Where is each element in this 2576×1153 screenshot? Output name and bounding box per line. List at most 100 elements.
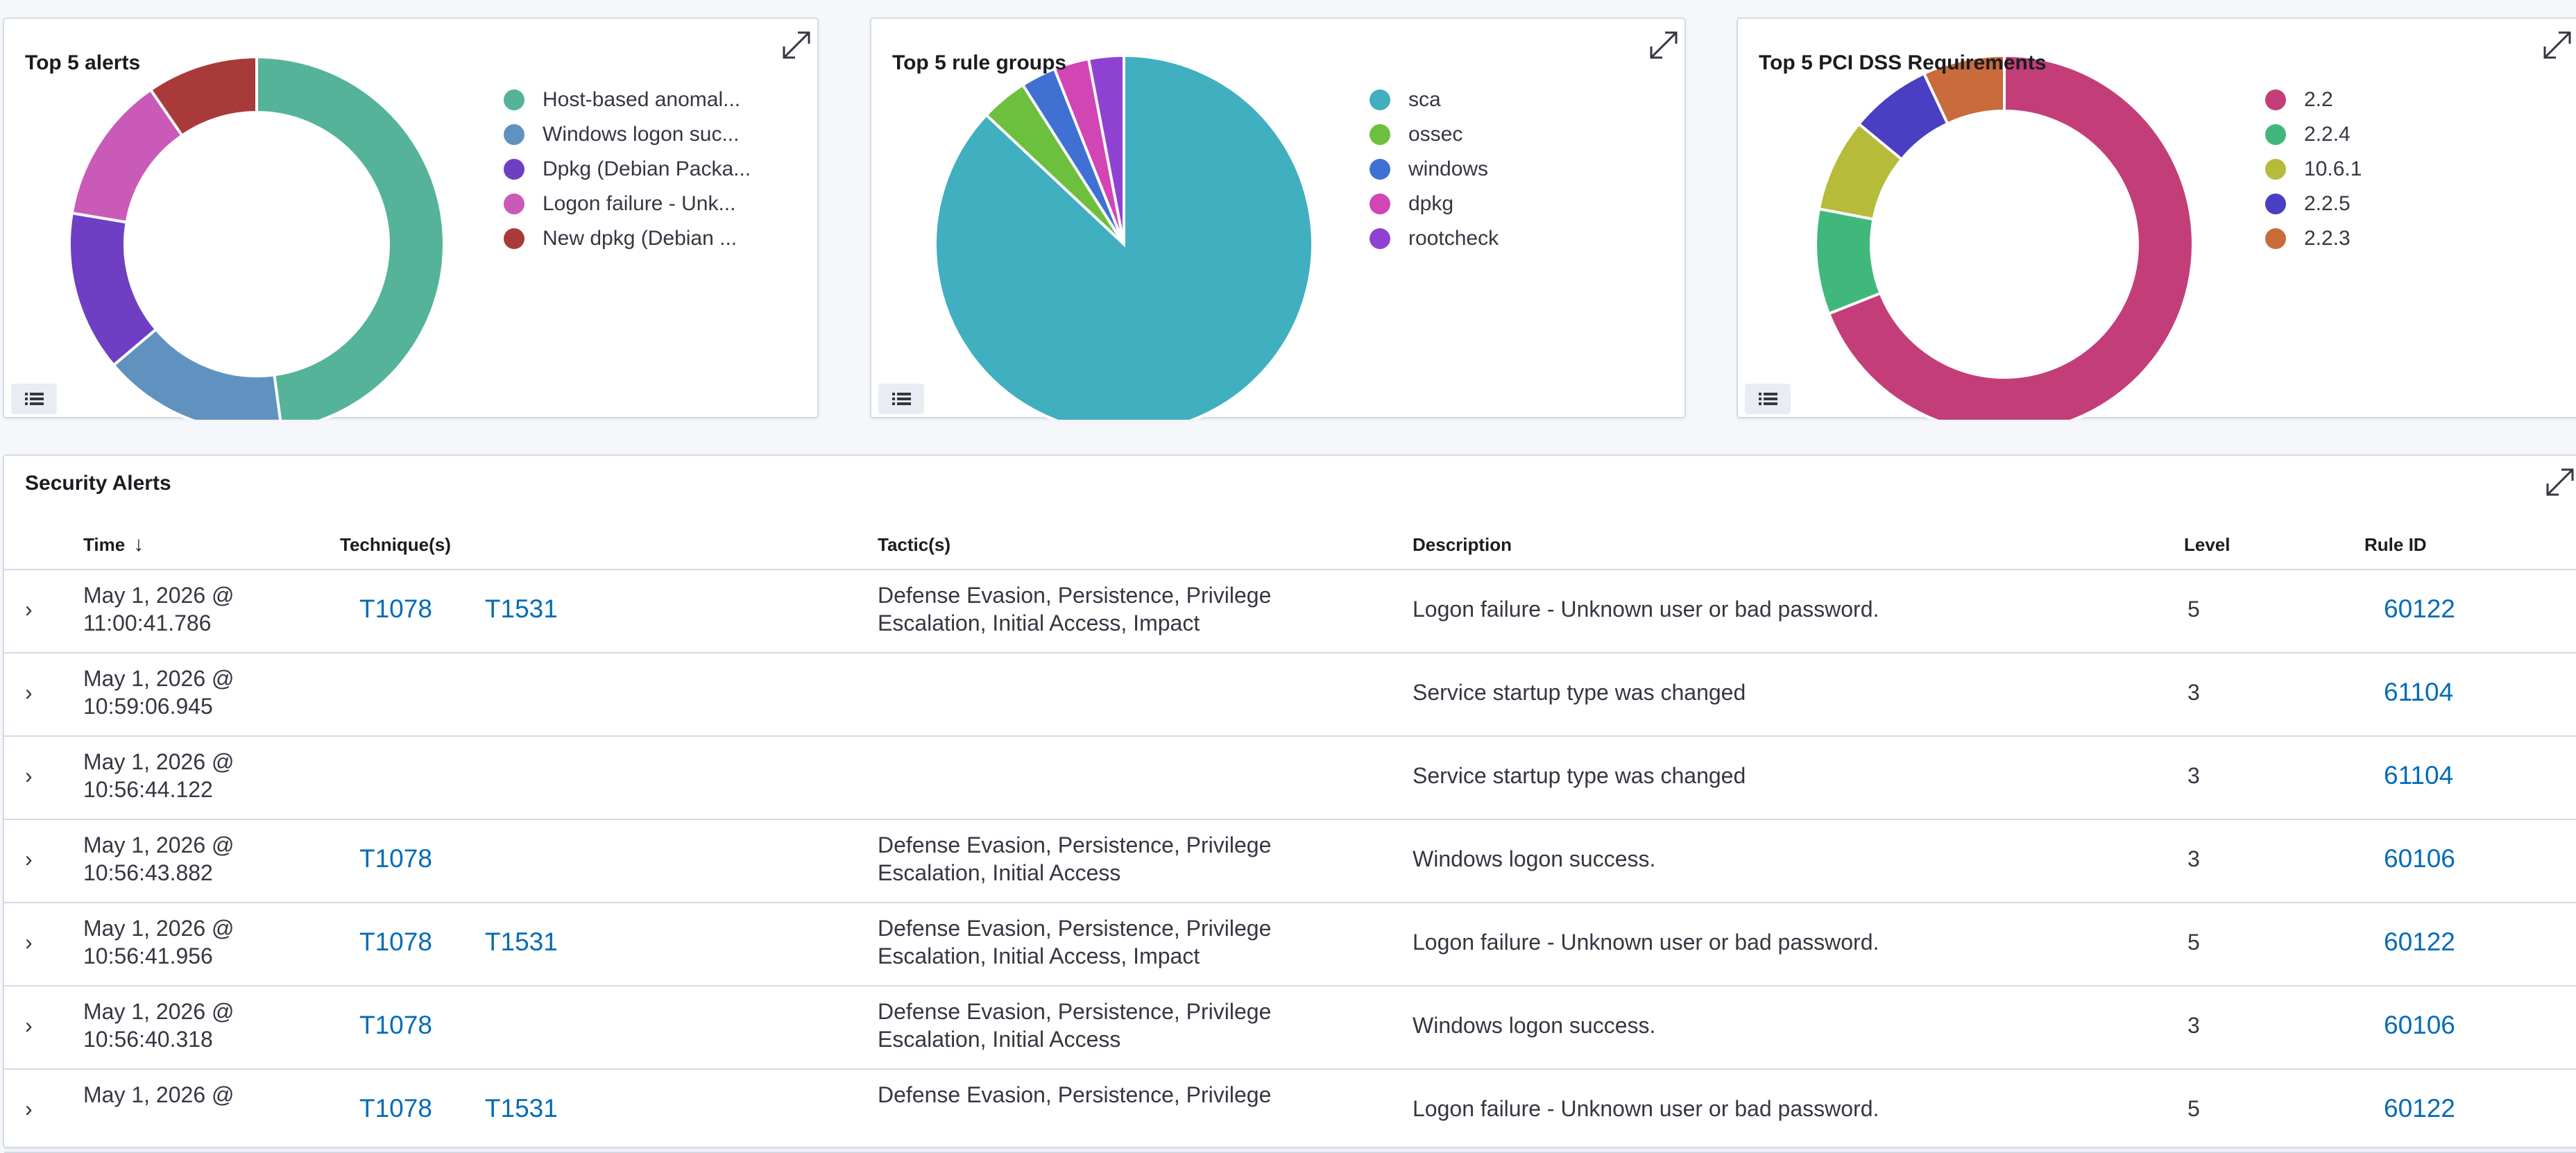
legend-item[interactable]: 10.6.1: [2265, 152, 2362, 187]
legend-item[interactable]: sca: [1370, 83, 1499, 117]
technique-link[interactable]: T1531: [484, 928, 558, 956]
panel-title: Top 5 PCI DSS Requirements: [1759, 51, 2047, 74]
panel-title: Top 5 rule groups: [892, 51, 1067, 74]
pie-slice-2-2[interactable]: [1827, 53, 2194, 420]
pie-slice-2-2-4[interactable]: [1814, 207, 1883, 316]
legend-item[interactable]: Host-based anomal...: [504, 83, 751, 117]
table-row[interactable]: › May 1, 2026 @ 10:59:06.945 Service startu…: [4, 654, 2576, 737]
technique-link[interactable]: T1078: [359, 595, 432, 623]
level-cell: 3: [2187, 680, 2200, 705]
pie-slice-host-based-anomal[interactable]: [255, 55, 445, 420]
time-clock: 10:56:40.318: [83, 1027, 213, 1052]
rule-id-link[interactable]: 60106: [2384, 1011, 2455, 1039]
level-cell: 5: [2187, 597, 2200, 622]
technique-link[interactable]: T1078: [359, 1094, 432, 1122]
time-clock: 10:59:06.945: [83, 694, 213, 719]
rule-id-link[interactable]: 60122: [2384, 928, 2455, 956]
column-header-tactic[interactable]: Tactic(s): [878, 534, 950, 555]
legend-swatch: [504, 228, 524, 249]
technique-link[interactable]: T1531: [484, 595, 558, 623]
legend-item[interactable]: ossec: [1370, 117, 1499, 152]
legend-item[interactable]: 2.2.3: [2265, 221, 2362, 256]
top-pci-dss-chart: [1814, 53, 2194, 420]
pie-slice-sca[interactable]: [934, 53, 1314, 420]
expand-icon[interactable]: [2543, 466, 2576, 499]
row-expand-chevron-right-icon[interactable]: ›: [25, 1096, 33, 1121]
table-row[interactable]: › May 1, 2026 @ T1078 T1531 Defense Evasion,…: [4, 1070, 2576, 1153]
column-header-description[interactable]: Description: [1413, 534, 1512, 555]
column-header-technique[interactable]: Technique(s): [340, 534, 451, 555]
legend-item[interactable]: Dpkg (Debian Packa...: [504, 152, 751, 187]
pie-slice-2-2-3[interactable]: [1922, 53, 2006, 126]
legend-item[interactable]: rootcheck: [1370, 221, 1499, 256]
rule-id-link[interactable]: 61104: [2384, 678, 2454, 706]
sort-arrow-down-icon[interactable]: ↓: [133, 533, 144, 556]
legend-label: Dpkg (Debian Packa...: [543, 157, 751, 180]
technique-link[interactable]: T1078: [359, 844, 432, 873]
table-row[interactable]: › May 1, 2026 @10:56:41.956 T1078 T1531 Defe…: [4, 903, 2576, 987]
row-expand-chevron-right-icon[interactable]: ›: [25, 597, 33, 622]
legend-label: New dpkg (Debian ...: [543, 227, 737, 250]
rule-id-link[interactable]: 60106: [2384, 844, 2455, 873]
table-row[interactable]: › May 1, 2026 @ 10:56:44.122 Service startu…: [4, 737, 2576, 820]
column-header-level[interactable]: Level: [2184, 534, 2230, 555]
table-row[interactable]: › May 1, 2026 @11:00:41.786 T1078 T1531 Defe…: [4, 570, 2576, 654]
legend-item[interactable]: Logon failure - Unk...: [504, 187, 751, 221]
table-row[interactable]: › May 1, 2026 @ 10:56:43.882 T1078 Defense E…: [4, 820, 2576, 903]
time-date: May 1, 2026 @: [83, 1082, 234, 1107]
legend-swatch: [1370, 228, 1390, 249]
table-row[interactable]: › May 1, 2026 @ 10:56:40.318 T1078 Defense E…: [4, 987, 2576, 1070]
legend-label: 2.2.4: [2304, 123, 2351, 146]
legend-swatch: [504, 89, 524, 110]
column-header-rule-id[interactable]: Rule ID: [2364, 534, 2427, 555]
rule-id-link[interactable]: 61104: [2384, 761, 2454, 789]
row-expand-chevron-right-icon[interactable]: ›: [25, 680, 33, 705]
column-header-label: Time: [83, 534, 126, 555]
legend-toggle-button[interactable]: [878, 384, 924, 414]
legend-item[interactable]: Windows logon suc...: [504, 117, 751, 152]
row-expand-chevron-right-icon[interactable]: ›: [25, 930, 33, 955]
description-cell: Logon failure - Unknown user or bad pass…: [1413, 1096, 1879, 1121]
security-alerts-panel: Security Alerts Time ↓ Technique(s) Tacti…: [3, 454, 2576, 1153]
time-date: May 1, 2026 @: [83, 832, 234, 857]
legend-swatch: [1370, 194, 1390, 214]
rule-id-cell: 61104: [2384, 678, 2453, 707]
row-expand-chevron-right-icon[interactable]: ›: [25, 846, 33, 871]
pie-slice-rootcheck[interactable]: [1086, 53, 1125, 245]
legend-swatch: [504, 194, 524, 214]
top-pci-dss-legend: 2.2 2.2.4 10.6.1 2.2.5 2.2.3: [2265, 83, 2362, 256]
expand-icon[interactable]: [2541, 28, 2574, 62]
rule-id-cell: 60106: [2384, 845, 2455, 873]
legend-toggle-button[interactable]: [1745, 384, 1791, 414]
rule-id-link[interactable]: 60122: [2384, 595, 2455, 623]
expand-icon[interactable]: [1647, 28, 1680, 62]
level-cell: 3: [2187, 1013, 2200, 1038]
tactic-line: Defense Evasion, Persistence, Privilege: [878, 583, 1272, 608]
description-cell: Windows logon success.: [1413, 846, 1656, 871]
time-date: May 1, 2026 @: [83, 583, 234, 608]
legend-label: ossec: [1408, 123, 1463, 146]
row-expand-chevron-right-icon[interactable]: ›: [25, 763, 33, 788]
legend-item[interactable]: 2.2.5: [2265, 187, 2362, 221]
technique-link[interactable]: T1531: [484, 1094, 558, 1122]
technique-link[interactable]: T1078: [359, 928, 432, 956]
technique-link[interactable]: T1078: [359, 1011, 432, 1039]
legend-item[interactable]: 2.2.4: [2265, 117, 2362, 152]
technique-cell: T1078 T1531: [359, 1095, 558, 1123]
level-cell: 5: [2187, 1096, 2200, 1121]
column-header-time[interactable]: Time ↓: [83, 532, 144, 557]
legend-toggle-button[interactable]: [11, 384, 57, 414]
description-cell: Logon failure - Unknown user or bad pass…: [1413, 930, 1879, 955]
time-date: May 1, 2026 @: [83, 916, 234, 941]
legend-item[interactable]: 2.2: [2265, 83, 2362, 117]
technique-cell: T1078: [359, 1011, 432, 1040]
legend-swatch: [2265, 124, 2286, 145]
rule-id-link[interactable]: 60122: [2384, 1094, 2455, 1122]
legend-item[interactable]: dpkg: [1370, 187, 1499, 221]
legend-item[interactable]: windows: [1370, 152, 1499, 187]
legend-item[interactable]: New dpkg (Debian ...: [504, 221, 751, 256]
row-expand-chevron-right-icon[interactable]: ›: [25, 1013, 33, 1038]
legend-label: 2.2.3: [2304, 227, 2351, 250]
expand-icon[interactable]: [780, 28, 813, 62]
pie-slice-new-dpkg-debian[interactable]: [148, 55, 258, 138]
